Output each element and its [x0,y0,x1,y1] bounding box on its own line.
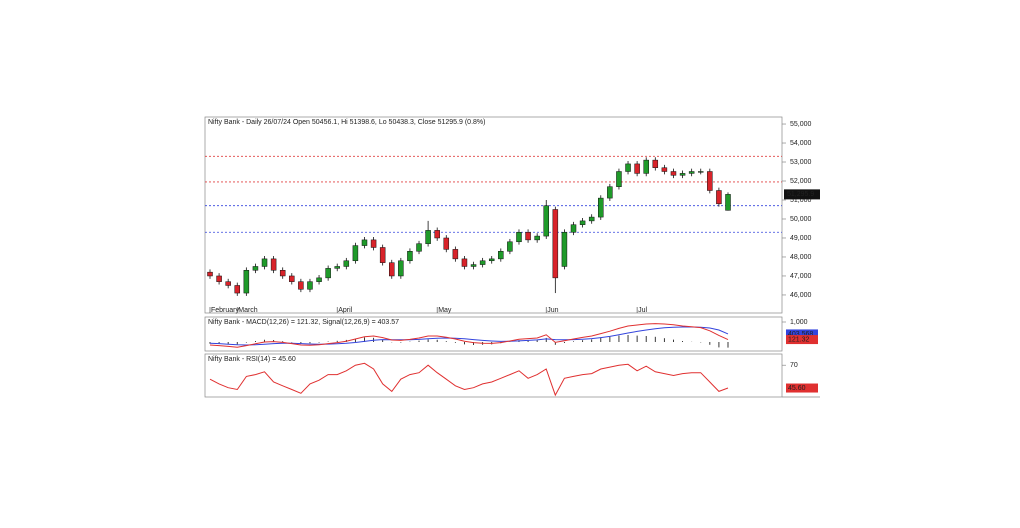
rsi-title: Nifty Bank - RSI(14) = 45.60 [208,356,296,363]
y-tick-label: 48,000 [790,254,812,261]
candle-body [579,220,586,225]
y-tick-label: 46,000 [790,292,812,299]
candle-body [634,163,640,174]
candle-body [588,216,595,222]
last-value-label: 45.60 [788,385,806,392]
y-tick-label: 47,000 [790,273,812,280]
y-tick-label: 55,000 [790,121,812,128]
candle-body [443,237,450,250]
candle-body [225,281,231,286]
candle-body [525,232,531,241]
candle-body [498,251,504,260]
last-value-label: 403.568 [788,331,813,338]
candle-body [543,205,549,237]
candle-body [343,260,350,267]
last-price-label: 51,295.9 [787,191,814,198]
candle-body [616,171,622,187]
candle-body [643,159,649,174]
candle-body [379,247,386,263]
candle-body [334,266,340,269]
y-tick-label: 70 [790,362,798,369]
x-tick-label: February [211,307,240,314]
candle-body [688,171,695,174]
candle-body [352,245,359,262]
indicator-line [209,326,729,346]
candle-body [389,262,395,277]
candle-body [697,171,704,173]
candle-body [407,251,413,262]
y-tick-label: 52,000 [790,178,812,185]
indicator-line [209,362,729,397]
y-tick-label: 53,000 [790,159,812,166]
y-tick-label: 51,000 [790,197,812,204]
candle-body [207,271,213,277]
last-price-box [784,189,820,200]
chart-title: Nifty Bank - Daily 26/07/24 Open 50456.1… [208,119,485,126]
candle-body [679,173,686,176]
x-tick-label: April [338,307,352,314]
last-value-box [786,383,818,393]
candle-body [598,197,604,218]
candle-body [607,186,613,199]
x-tick-label: March [238,307,258,314]
candle-body [398,260,404,277]
candle-body [298,281,304,290]
candle-body [452,249,459,260]
rsi-panel [204,353,783,398]
candle-body [425,230,431,244]
candle-body [488,258,495,262]
candle-body [307,281,313,290]
candle-body [370,239,377,248]
candle-body [434,230,440,239]
candle-body [652,159,659,168]
candle-body [725,194,731,211]
y-tick-label: 1,000 [790,319,808,326]
candle-body [270,258,277,271]
candle-body [361,239,368,246]
candle-body [252,266,259,271]
candle-body [661,167,668,172]
candle-body [570,224,577,233]
candle-body [479,260,486,265]
x-tick-label: May [438,307,452,314]
candle-body [279,270,286,277]
last-value-box [786,329,818,339]
last-value-label: 121.32 [788,336,810,343]
y-tick-label: 50,000 [790,216,812,223]
candle-body [470,264,477,267]
candle-body [561,232,568,267]
candle-body [625,163,631,172]
candle-body [507,241,513,252]
candle-body [461,258,468,267]
x-tick-label: Jul [638,307,647,314]
candle-body [325,268,331,279]
y-tick-label: 49,000 [790,235,812,242]
candle-body [716,190,722,205]
candle-body [289,275,295,282]
candle-body [534,235,540,241]
macd-panel [204,316,783,352]
y-tick-label: 54,000 [790,140,812,147]
price-panel [204,116,783,314]
candle-body [670,171,677,176]
candle-body [707,171,713,191]
last-value-box [786,335,818,345]
candle-body [552,209,559,279]
candle-body [416,243,422,252]
candle-body [243,270,250,294]
x-tick-label: Jun [547,307,558,314]
candle-body [216,275,222,282]
candle-body [234,285,241,294]
macd-title: Nifty Bank - MACD(12,26) = 121.32, Signa… [208,319,399,326]
candle-body [316,277,322,282]
candle-body [261,258,268,267]
candle-body [516,232,522,243]
indicator-line [209,323,729,348]
